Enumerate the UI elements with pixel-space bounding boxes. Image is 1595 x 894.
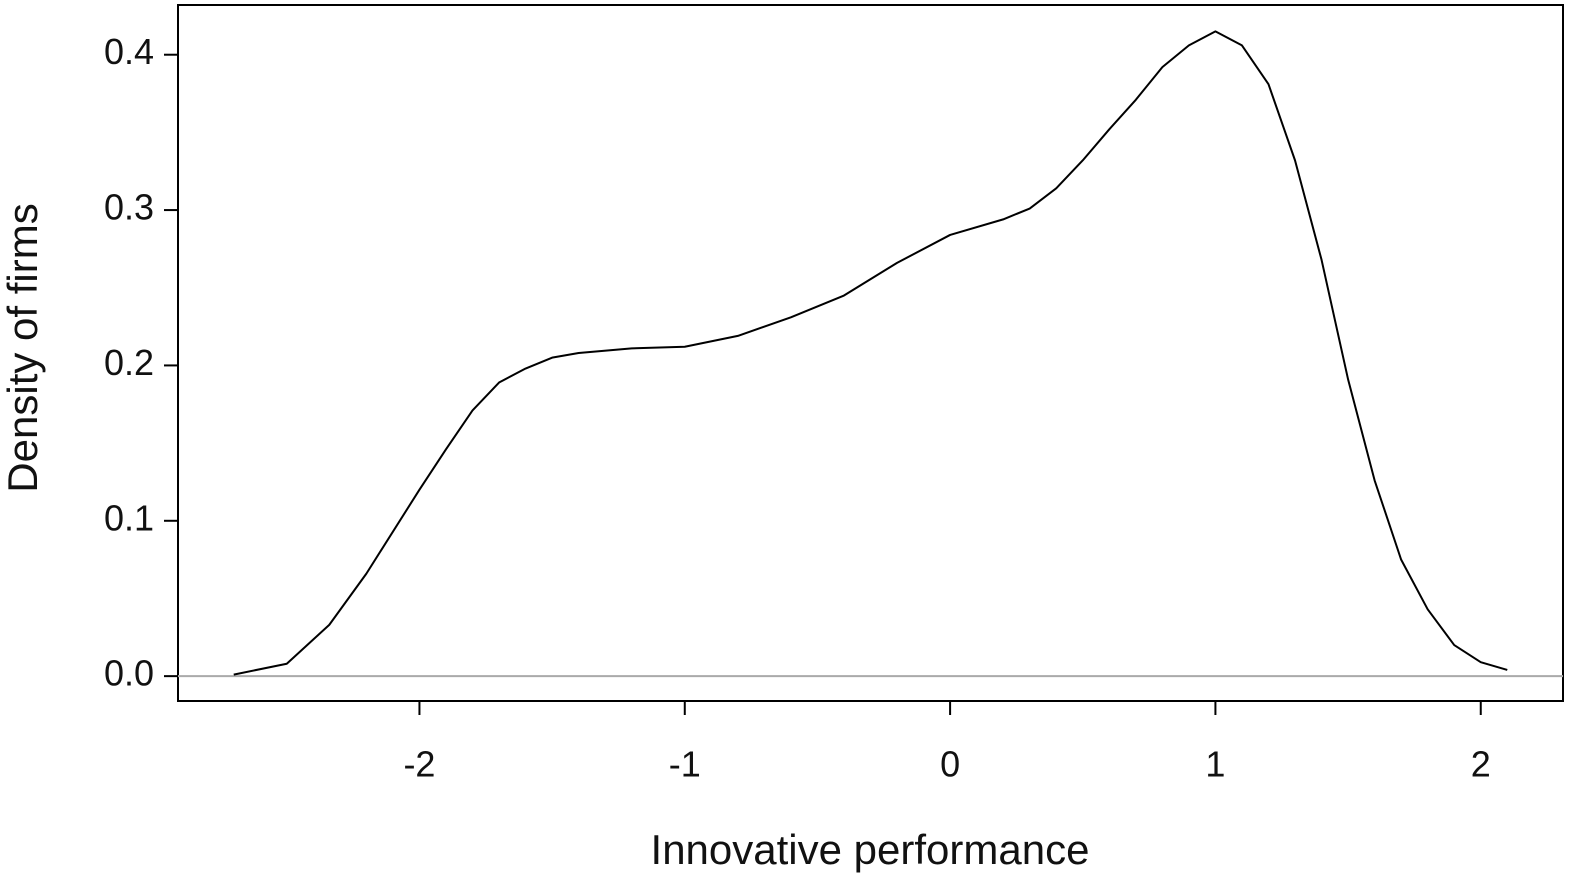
y-axis-label: Density of firms (0, 203, 46, 492)
plot-frame (177, 4, 1564, 702)
x-tick-label: 2 (1471, 744, 1491, 785)
x-tick-label: -1 (669, 744, 701, 785)
x-tick-label: -2 (403, 744, 435, 785)
y-tick-label: 0.2 (104, 342, 154, 383)
x-tick-label: 0 (940, 744, 960, 785)
density-line (233, 30, 1508, 676)
y-tick-label: 0.1 (104, 497, 154, 538)
y-tick-label: 0.3 (104, 187, 154, 228)
x-tick-label: 1 (1205, 744, 1225, 785)
y-tick-label: 0.4 (104, 31, 154, 72)
y-tick-label: 0.0 (104, 653, 154, 694)
x-axis-label: Innovative performance (651, 826, 1090, 873)
